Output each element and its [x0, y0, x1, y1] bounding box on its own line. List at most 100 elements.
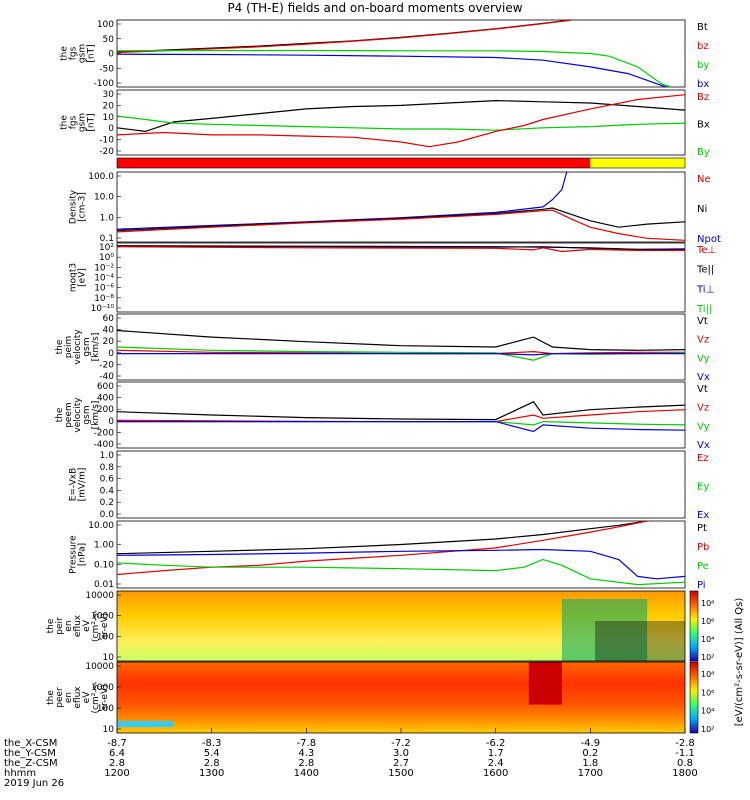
colorbar	[689, 590, 699, 662]
y-tick-label: 30	[103, 90, 115, 100]
panel-frame	[116, 242, 686, 313]
y-axis-label: [cm-3]	[78, 192, 88, 222]
series-bz-line	[116, 94, 686, 148]
x-axis-date: 2019 Jun 26	[4, 778, 64, 789]
colorbar-tick-label: 10⁴	[701, 707, 714, 716]
series-by-line	[116, 115, 686, 131]
panel-frame	[116, 19, 686, 88]
y-tick-label: 10	[103, 725, 115, 735]
x-axis-value: -8.3	[202, 738, 222, 749]
y-tick-label: 20	[103, 337, 115, 347]
y-tick-label: 0.2	[100, 498, 114, 508]
legend-label: Vz	[697, 403, 709, 414]
y-tick-label: 200	[97, 405, 114, 415]
y-axis-label: sr-eV)	[100, 613, 110, 639]
y-axis-label: velocity	[73, 329, 83, 365]
x-axis-value: 1400	[294, 768, 319, 779]
legend-label: bz	[697, 41, 709, 52]
panel-pressure: 10.00 1.00 0.10 0.01 Pressure [nPa] Pt Pb Pe Pi	[69, 520, 709, 591]
y-tick-label: 40	[103, 326, 115, 336]
series-bt-line	[116, 19, 572, 53]
y-tick-label: 10⁰	[99, 253, 114, 263]
x-axis-value: 1800	[672, 768, 697, 779]
y-axis-label: [eV]	[78, 268, 88, 287]
y-tick-label: -40	[99, 372, 114, 382]
y-axis-label: (cm²-s-	[91, 610, 101, 642]
panel-density: 100.0 10.0 1.0 0.1 Density [cm-3] Ne Ni Npot	[69, 171, 721, 245]
legend-label: Vx	[697, 372, 710, 383]
x-axis-value: 4.3	[298, 748, 314, 759]
x-axis-value: 1.7	[488, 748, 504, 759]
y-tick-label: 0.0	[100, 510, 115, 520]
y-tick-label: 10⁻¹⁰	[91, 304, 115, 314]
series-by-line	[116, 49, 671, 88]
colorbar-tick-label: 10⁶	[701, 617, 714, 626]
x-axis-value: 1.8	[582, 758, 598, 769]
y-tick-label: 0.10	[94, 560, 114, 570]
x-axis-value: 1300	[199, 768, 224, 779]
series-pb-line	[116, 520, 648, 576]
y-tick-label: 600	[97, 382, 114, 392]
panel-frame	[116, 171, 686, 243]
y-tick-label: 0.4	[100, 486, 115, 496]
y-tick-label: 100	[97, 632, 114, 642]
panel-fgs-gsm: 100 50 0 -50 -100 the fgs gsm [nT] Bt bz by bx	[60, 19, 709, 90]
y-tick-label: -400	[94, 440, 115, 450]
y-tick-label: -10	[99, 136, 114, 146]
y-tick-label: 10000	[85, 662, 114, 672]
legend-label: Pi	[697, 580, 706, 591]
legend-label: Vz	[697, 335, 709, 346]
y-axis-label: velocity	[73, 397, 83, 433]
y-tick-label: 10⁻⁴	[94, 274, 114, 284]
y-tick-label: 0.6	[100, 475, 115, 485]
series-te-line	[116, 246, 685, 253]
spectrogram-lowband	[117, 721, 174, 727]
y-axis-label: moqt3	[69, 263, 79, 292]
legend-label: Te⊥	[696, 245, 716, 256]
mode-bar-yellow	[590, 158, 685, 168]
x-axis-value: 2.4	[488, 758, 504, 769]
y-tick-label: -20	[99, 147, 114, 157]
y-tick-label: 0.1	[100, 234, 114, 244]
x-axis-value: 1200	[104, 768, 129, 779]
x-axis-row-label: the_X-CSM	[4, 738, 57, 749]
x-axis-value: 2.8	[298, 758, 314, 769]
y-tick-label: -100	[94, 79, 115, 89]
legend-label: Ey	[697, 482, 709, 493]
y-axis-label: peer	[55, 687, 65, 708]
y-tick-label: 100.0	[88, 172, 114, 182]
colorbar-tick-label: 10⁸	[701, 599, 714, 608]
series-vt-line	[116, 401, 686, 421]
legend-label: Ne	[697, 174, 711, 185]
y-tick-label: 10000	[85, 591, 114, 601]
y-axis-label: Density	[69, 189, 79, 224]
mode-bar-red	[117, 158, 591, 168]
legend-label: By	[697, 147, 710, 158]
x-axis-value: -6.2	[486, 738, 506, 749]
y-axis-label: eV	[82, 619, 92, 632]
y-tick-label: 10	[103, 653, 115, 663]
y-axis-label: en	[64, 692, 74, 703]
legend-label: Vx	[697, 440, 710, 451]
colorbar-tick-label: 10²	[701, 725, 714, 734]
legend-label: Npot	[697, 234, 721, 245]
y-tick-label: 10	[103, 113, 115, 123]
x-axis-value: -7.2	[391, 738, 411, 749]
spectrogram-feature	[528, 662, 562, 705]
series-ne-line	[116, 209, 686, 241]
y-tick-label: 1.00	[94, 541, 114, 551]
y-axis-label: Pressure	[69, 535, 79, 574]
series-bx-line	[116, 53, 667, 88]
panel-frame	[116, 313, 686, 381]
y-tick-label: 10²	[99, 243, 114, 253]
y-axis-label: gsm	[82, 405, 92, 424]
y-tick-label: 0	[108, 124, 114, 134]
x-axis-row-label: the_Z-CSM	[4, 758, 58, 769]
y-axis-label: the	[60, 115, 70, 130]
x-axis-value: 2.7	[393, 758, 409, 769]
series-bx-line	[116, 99, 686, 133]
y-tick-label: 0.8	[100, 463, 115, 473]
